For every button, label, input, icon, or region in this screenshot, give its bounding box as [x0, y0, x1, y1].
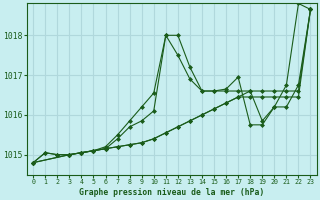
X-axis label: Graphe pression niveau de la mer (hPa): Graphe pression niveau de la mer (hPa) [79, 188, 264, 197]
